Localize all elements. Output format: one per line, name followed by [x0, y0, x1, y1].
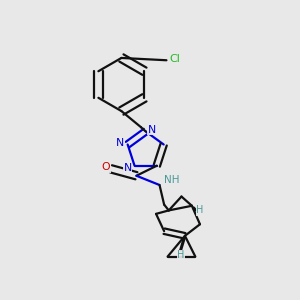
- Text: H: H: [196, 206, 204, 215]
- Text: N: N: [148, 124, 156, 135]
- Text: NH: NH: [164, 176, 179, 185]
- Text: H: H: [177, 250, 185, 260]
- Text: Cl: Cl: [169, 54, 180, 64]
- Text: O: O: [102, 162, 110, 172]
- Text: N: N: [116, 138, 124, 148]
- Text: N: N: [124, 163, 132, 172]
